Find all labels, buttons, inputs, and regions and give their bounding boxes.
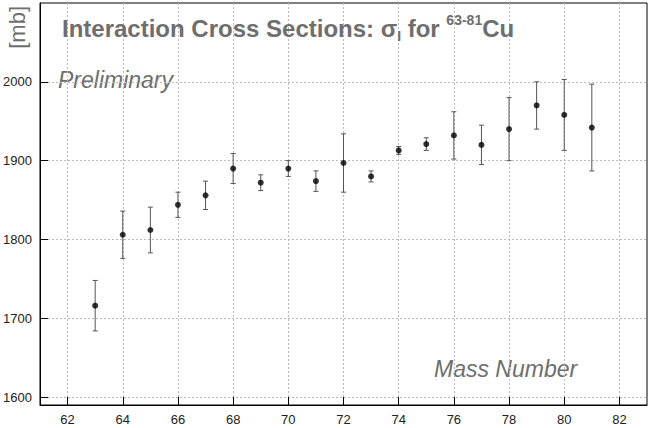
svg-text:Preliminary: Preliminary xyxy=(58,67,175,93)
svg-text:63-81: 63-81 xyxy=(446,12,482,28)
svg-text:[mb]: [mb] xyxy=(5,6,30,49)
svg-text:68: 68 xyxy=(226,412,240,427)
svg-text:78: 78 xyxy=(502,412,516,427)
svg-text:76: 76 xyxy=(447,412,461,427)
svg-text:62: 62 xyxy=(60,412,74,427)
svg-text:66: 66 xyxy=(171,412,185,427)
svg-text:for: for xyxy=(401,15,446,42)
svg-text:2000: 2000 xyxy=(3,74,32,89)
svg-text:80: 80 xyxy=(557,412,571,427)
svg-text:Mass Number: Mass Number xyxy=(434,356,578,382)
svg-text:Interaction Cross Sections: σ: Interaction Cross Sections: σ xyxy=(62,15,397,42)
svg-text:64: 64 xyxy=(116,412,130,427)
svg-text:70: 70 xyxy=(281,412,295,427)
svg-text:1700: 1700 xyxy=(3,311,32,326)
svg-text:82: 82 xyxy=(612,412,626,427)
svg-text:74: 74 xyxy=(391,412,405,427)
svg-text:Cu: Cu xyxy=(482,15,514,42)
svg-text:72: 72 xyxy=(336,412,350,427)
svg-text:1600: 1600 xyxy=(3,390,32,405)
svg-text:1800: 1800 xyxy=(3,232,32,247)
svg-text:I: I xyxy=(397,28,401,44)
svg-text:1900: 1900 xyxy=(3,153,32,168)
